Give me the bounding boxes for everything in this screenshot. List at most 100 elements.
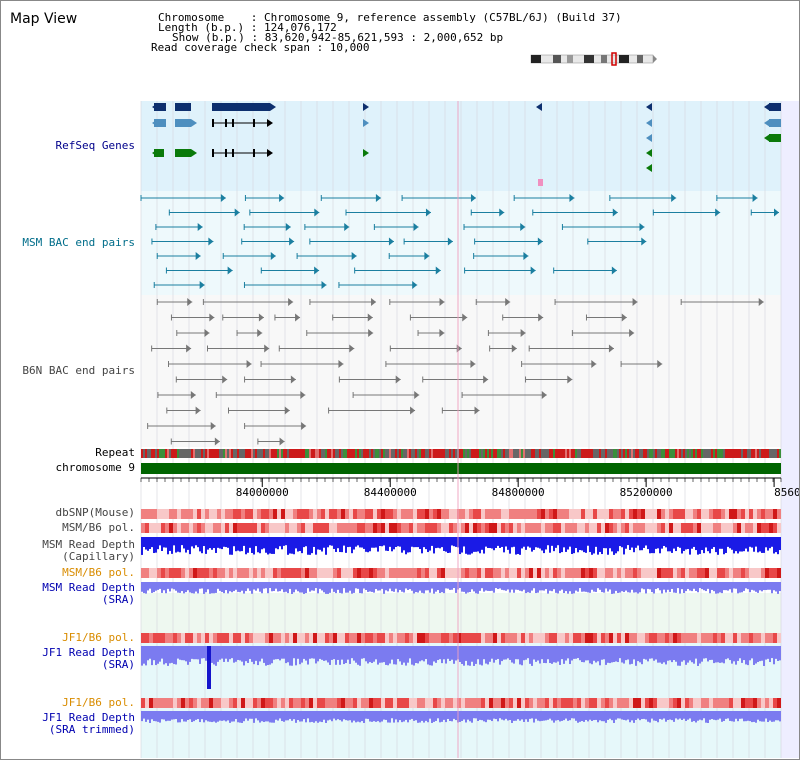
bac-end-arrow [629,329,635,337]
refseq-genes-track[interactable] [152,103,781,186]
chromosome-bar[interactable] [141,463,781,474]
repeat-segment [625,449,627,458]
repeat-segment [723,449,725,458]
repeat-segment [775,449,777,458]
chromosome-label[interactable]: chromosome 9 [55,461,135,474]
heat-cell [177,633,181,643]
depth-bar [381,646,383,663]
repeat-segment [765,449,767,458]
heat-cell [317,523,321,533]
heat-cell [561,509,565,519]
heat-cell [625,698,629,708]
refseq-genes-label[interactable]: RefSeq Genes [55,139,135,152]
heat-cell [457,698,461,708]
depth-bar [543,537,545,554]
depth-bar [671,537,673,553]
b6n-bac-pairs-track[interactable] [147,298,764,446]
jf1-depth-sra-label[interactable]: JF1 Read Depth (SRA) [42,646,135,671]
heat-cell [277,698,281,708]
depth-bar [531,711,533,719]
bac-end-arrow [412,281,418,289]
depth-bar [479,646,481,665]
repeat-segment [273,449,275,458]
heat-cell [193,568,197,578]
position-axis: 84000000 84400000 84800000 85200000 8560 [140,478,799,499]
repeat-track[interactable] [141,449,781,458]
repeat-segment [501,449,503,458]
msm-depth-capillary-label[interactable]: MSM Read Depth (Capillary) [42,538,135,563]
heat-cell [413,509,417,519]
heat-cell [457,523,461,533]
depth-bar [719,646,721,663]
depth-bar [335,711,337,721]
repeat-segment [339,449,341,458]
depth-bar [619,711,621,719]
heat-cell [269,509,273,519]
depth-bar [227,711,229,721]
depth-bar [443,646,445,660]
repeat-segment [701,449,703,458]
depth-bar [559,537,561,554]
heat-cell [745,523,749,533]
depth-bar [277,646,279,660]
heat-cell [409,633,413,643]
jf1-b6-pol-label[interactable]: JF1/B6 pol. [62,631,135,644]
repeat-segment [503,449,505,458]
depth-bar [249,646,251,659]
heat-cell [189,698,193,708]
depth-bar [359,582,361,594]
repeat-segment [671,449,673,458]
heat-cell [481,568,485,578]
bac-end-arrow [290,375,296,384]
heat-cell [773,698,777,708]
msm-b6-pol-2-label[interactable]: MSM/B6 pol. [62,566,135,579]
heat-cell [441,568,445,578]
heat-cell [265,568,269,578]
depth-bar [203,711,205,723]
depth-bar [431,537,433,546]
depth-bar [609,646,611,664]
depth-bar [553,582,555,590]
msm-bac-label[interactable]: MSM BAC end pairs [22,236,135,249]
depth-bar [229,646,231,660]
depth-bar [165,711,167,722]
depth-bar [219,582,221,591]
heat-cell [293,568,297,578]
depth-bar [543,711,545,721]
depth-bar [691,582,693,592]
heat-cell [253,509,257,519]
depth-bar [273,582,275,591]
repeat-label[interactable]: Repeat [95,446,135,459]
heat-cell [217,509,221,519]
b6n-bac-label[interactable]: B6N BAC end pairs [22,364,135,377]
heat-tracks[interactable] [141,509,781,708]
depth-bar [513,646,515,664]
msm-b6-pol-label[interactable]: MSM/B6 pol. [62,521,135,534]
heat-cell [577,523,581,533]
repeat-segment [399,449,401,458]
heat-cell [613,698,617,708]
heat-cell [317,633,321,643]
heat-cell [437,509,441,519]
depth-bar [393,711,395,723]
depth-bar [649,711,651,723]
depth-tracks[interactable] [141,537,781,723]
depth-bar [491,537,493,549]
depth-bar [623,646,625,664]
dbsnp-label[interactable]: dbSNP(Mouse) [55,506,135,519]
depth-bar [629,582,631,593]
depth-bar [573,537,575,554]
depth-bar [501,711,503,720]
jf1-depth-trimmed-label[interactable]: JF1 Read Depth (SRA trimmed) [42,711,135,736]
depth-bar [437,537,439,548]
chromosome-ideogram[interactable] [530,52,657,66]
depth-bar [757,537,759,553]
msm-depth-sra-label[interactable]: MSM Read Depth (SRA) [42,581,135,606]
msm-bac-pairs-track[interactable] [140,194,779,289]
repeat-segment [191,449,193,458]
jf1-b6-pol-2-label[interactable]: JF1/B6 pol. [62,696,135,709]
depth-bar [237,537,239,551]
depth-bar [359,711,361,723]
heat-cell [257,568,261,578]
